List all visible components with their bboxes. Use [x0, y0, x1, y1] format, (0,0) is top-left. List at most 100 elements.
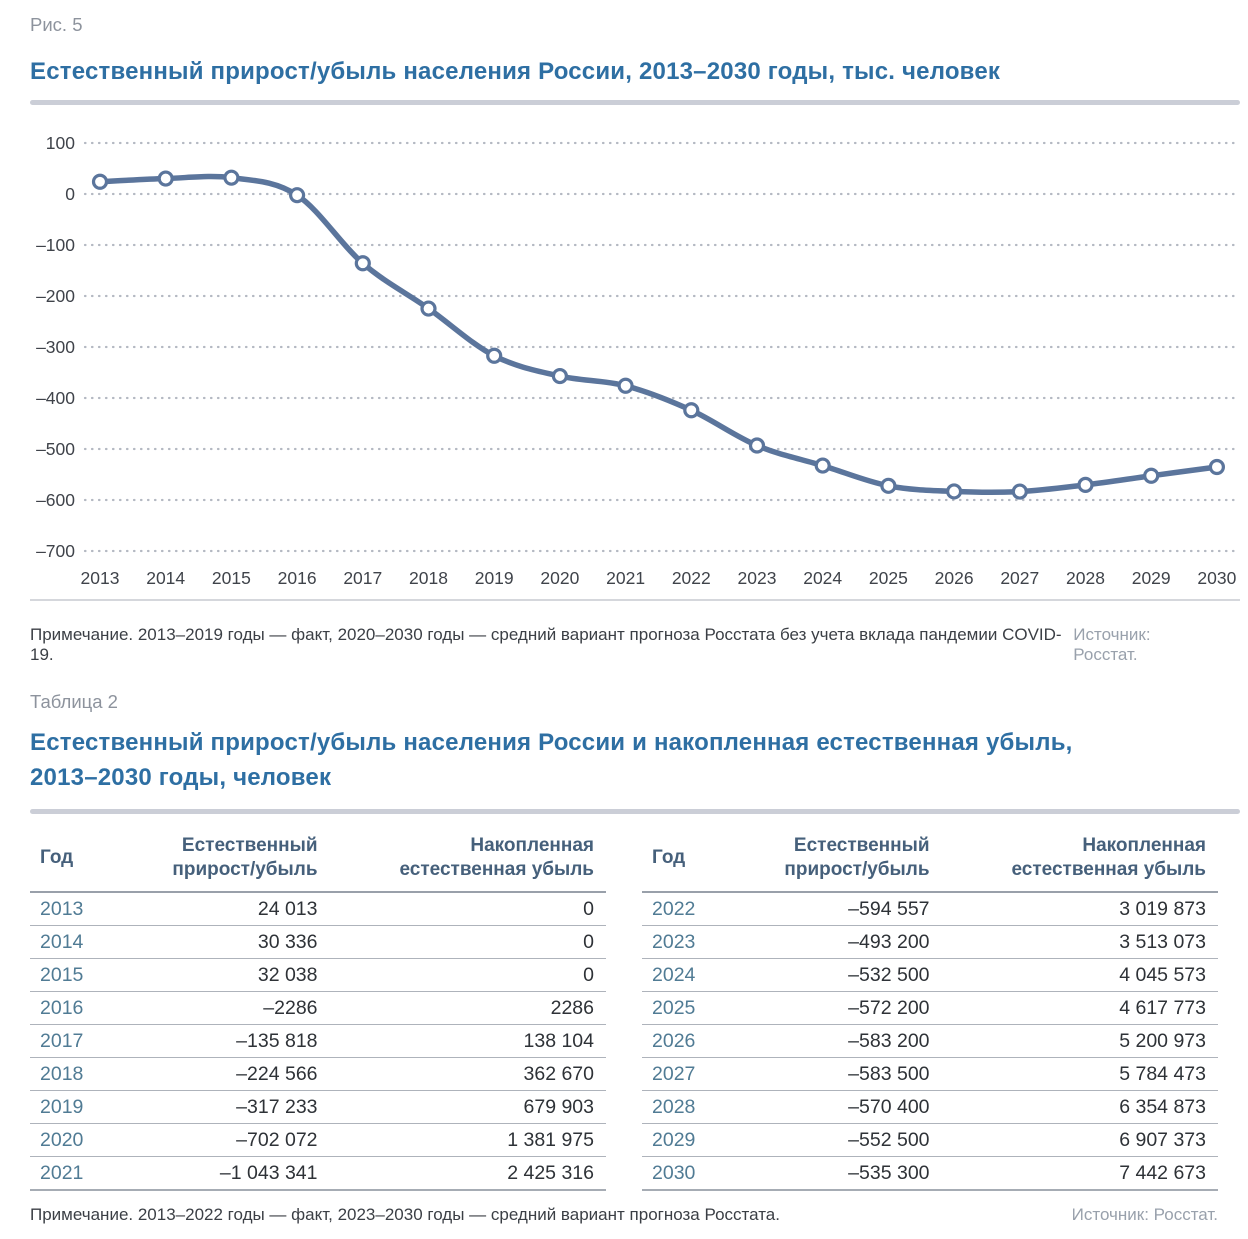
header-line: естественная убыль	[1011, 859, 1206, 880]
natural-change-cell: –572 200	[734, 991, 942, 1025]
chart-marker	[1011, 483, 1028, 500]
x-axis-tick-label: 2028	[1066, 568, 1105, 588]
header-line: Накопленная	[1082, 835, 1206, 856]
chart-marker	[223, 169, 240, 186]
column-header-cumulative-loss: Накопленная естественная убыль	[329, 826, 606, 893]
chart-marker	[683, 402, 700, 419]
table-row: 2023 –493 200 3 513 073	[642, 925, 1218, 959]
figure-footnote-row: Примечание. 2013–2019 годы — факт, 2020–…	[30, 625, 1218, 665]
x-axis-tick-label: 2018	[409, 568, 448, 588]
column-header-natural-change: Естественный прирост/убыль	[734, 826, 942, 893]
data-tables: Год Естественный прирост/убыль Накопленная е…	[30, 826, 1218, 1191]
chart-marker	[486, 347, 503, 364]
table-header-row: Год Естественный прирост/убыль Накопленная е…	[30, 826, 606, 893]
figure-source: Источник: Росстат.	[1073, 625, 1151, 664]
natural-change-cell: –535 300	[734, 1156, 942, 1191]
cumulative-loss-cell: 0	[329, 925, 606, 959]
table-row: 2025 –572 200 4 617 773	[642, 991, 1218, 1025]
y-axis-tick-label: –700	[36, 541, 75, 561]
x-axis-tick-label: 2027	[1000, 568, 1039, 588]
natural-change-cell: –135 818	[122, 1024, 330, 1058]
natural-change-cell: –532 500	[734, 958, 942, 992]
chart-marker	[1143, 467, 1160, 484]
table-2022-2030: Год Естественный прирост/убыль Накопленная е…	[642, 826, 1218, 1191]
y-axis-tick-label: –500	[36, 439, 75, 459]
year-cell: 2015	[30, 958, 123, 992]
report-page: Рис. 5 Естественный прирост/убыль населе…	[0, 14, 1248, 1239]
cumulative-loss-cell: 5 784 473	[941, 1057, 1218, 1091]
table-title: Естественный прирост/убыль населения Рос…	[30, 725, 1218, 795]
table-row: 2021 –1 043 341 2 425 316	[30, 1156, 606, 1191]
cumulative-loss-cell: 0	[329, 958, 606, 992]
y-axis-tick-label: –200	[36, 286, 75, 306]
cumulative-loss-cell: 7 442 673	[941, 1156, 1218, 1191]
cumulative-loss-cell: 3 019 873	[941, 892, 1218, 926]
table-footnote-row: Примечание. 2013–2022 годы — факт, 2023–…	[30, 1205, 1218, 1225]
year-cell: 2028	[642, 1090, 735, 1124]
table-note: Примечание. 2013–2022 годы — факт, 2023–…	[30, 1205, 780, 1224]
natural-change-cell: –552 500	[734, 1123, 942, 1157]
chart-marker	[354, 255, 371, 272]
natural-change-cell: 24 013	[122, 892, 330, 926]
cumulative-loss-cell: 2286	[329, 991, 606, 1025]
x-axis-tick-label: 2029	[1132, 568, 1171, 588]
header-line: Естественный	[793, 835, 930, 856]
natural-change-cell: –702 072	[122, 1123, 330, 1157]
x-axis-tick-label: 2017	[343, 568, 382, 588]
header-line: Год	[652, 847, 686, 868]
chart-marker	[289, 187, 306, 204]
header-line: прирост/убыль	[784, 859, 930, 880]
chart-marker	[748, 437, 766, 454]
y-axis-tick-label: –100	[36, 235, 75, 255]
year-cell: 2019	[30, 1090, 123, 1124]
year-cell: 2013	[30, 892, 123, 926]
x-axis-tick-label: 2021	[606, 568, 645, 588]
natural-change-cell: –1 043 341	[122, 1156, 330, 1191]
cumulative-loss-cell: 0	[329, 892, 606, 926]
year-cell: 2017	[30, 1024, 123, 1058]
table-row: 2020 –702 072 1 381 975	[30, 1123, 606, 1157]
chart-marker	[1208, 458, 1226, 476]
table-row: 2013 24 013 0	[30, 892, 606, 926]
table-row: 2018 –224 566 362 670	[30, 1057, 606, 1091]
x-axis-tick-label: 2026	[935, 568, 974, 588]
figure-note: Примечание. 2013–2019 годы — факт, 2020–…	[30, 625, 1062, 664]
natural-growth-line-chart: 100 0 –100 –200 –300 –400 –500 –600 –700 2013 2014…	[0, 117, 1248, 595]
x-axis-tick-label: 2025	[869, 568, 908, 588]
x-axis-tick-label: 2019	[475, 568, 514, 588]
year-cell: 2020	[30, 1123, 123, 1157]
year-cell: 2030	[642, 1156, 735, 1191]
table-row: 2024 –532 500 4 045 573	[642, 958, 1218, 992]
chart-marker	[814, 457, 831, 474]
cumulative-loss-cell: 4 045 573	[941, 958, 1218, 992]
chart-marker	[1077, 476, 1094, 494]
y-axis-tick-label: –400	[36, 388, 75, 408]
year-cell: 2029	[642, 1123, 735, 1157]
chart-marker	[420, 300, 437, 317]
chart-marker	[91, 173, 109, 190]
chart-line	[97, 173, 1220, 496]
table-row: 2017 –135 818 138 104	[30, 1024, 606, 1058]
x-axis-tick-label: 2016	[278, 568, 317, 588]
table-title-line2: 2013–2030 годы, человек	[30, 764, 332, 791]
natural-change-cell: 32 038	[122, 958, 330, 992]
table-divider	[30, 809, 1240, 814]
cumulative-loss-cell: 5 200 973	[941, 1024, 1218, 1058]
table-source: Источник: Росстат.	[1071, 1205, 1218, 1224]
natural-change-cell: –594 557	[734, 892, 942, 926]
natural-change-cell: –493 200	[734, 925, 942, 959]
header-line: Естественный	[181, 835, 318, 856]
year-cell: 2024	[642, 958, 735, 992]
x-axis-tick-label: 2014	[146, 568, 185, 588]
natural-change-cell: –583 500	[734, 1057, 942, 1091]
natural-change-cell: –583 200	[734, 1024, 942, 1058]
header-line: прирост/убыль	[172, 859, 318, 880]
table-2013-2021: Год Естественный прирост/убыль Накопленная е…	[30, 826, 606, 1191]
x-axis-tick-label: 2024	[803, 568, 842, 588]
chart-marker	[945, 483, 963, 500]
table-row: 2022 –594 557 3 019 873	[642, 892, 1218, 926]
chart-marker	[551, 367, 569, 385]
figure-title: Естественный прирост/убыль населения Рос…	[30, 58, 1001, 85]
x-axis-tick-label: 2013	[81, 568, 120, 588]
table-row: 2026 –583 200 5 200 973	[642, 1024, 1218, 1058]
